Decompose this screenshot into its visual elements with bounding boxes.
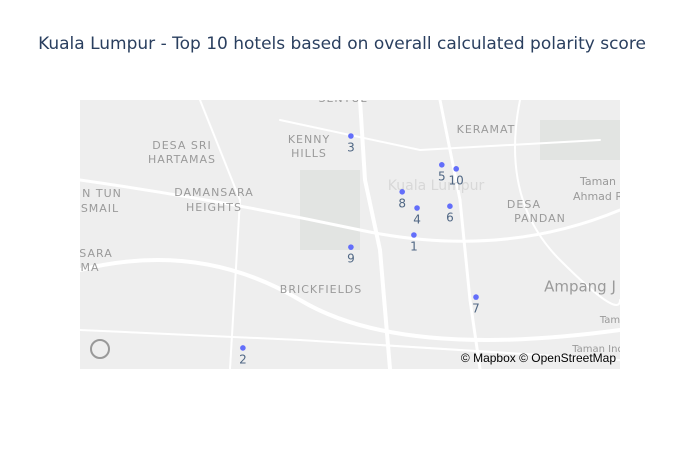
hotel-marker: [348, 133, 354, 139]
map-label: PANDAN: [514, 212, 566, 225]
hotel-marker: [411, 232, 417, 238]
hotel-marker: [399, 189, 406, 195]
hotel-marker: [240, 345, 246, 351]
chart-title: Kuala Lumpur - Top 10 hotels based on ov…: [38, 34, 646, 54]
hotel-label: 8: [398, 196, 406, 210]
park: [300, 170, 360, 250]
map-label: DAMANSARA: [174, 186, 253, 199]
map-label: MA: [80, 261, 99, 274]
map-label: KERAMAT: [457, 123, 516, 136]
map-label: HARTAMAS: [148, 153, 216, 166]
hotel-label: 4: [413, 213, 421, 227]
hotel-label: 10: [449, 173, 464, 187]
map-label: Ampang J: [544, 278, 616, 296]
map-label: DESA SRI: [152, 139, 212, 152]
hotel-marker: [348, 244, 354, 250]
hotel-marker: [447, 203, 453, 209]
map-label: HILLS: [291, 147, 327, 160]
hotel-label: 9: [347, 252, 355, 266]
map-label: SMAIL: [81, 202, 119, 215]
map-label: N TUN: [82, 187, 122, 200]
mapbox-logo[interactable]: [90, 339, 110, 359]
map-label: Tam: [599, 315, 620, 326]
hotel-label: 1: [410, 240, 418, 254]
attribution[interactable]: © Mapbox © OpenStreetMap: [461, 351, 616, 365]
park: [540, 120, 620, 160]
map-label: Taman Ind: [571, 344, 624, 355]
map-label: Kuala Lumpur: [388, 178, 485, 194]
map-label: Ahmad R: [573, 190, 623, 203]
map-label: Taman: [579, 175, 616, 188]
map-label: HEIGHTS: [186, 201, 242, 214]
hotel-marker: [414, 205, 420, 211]
hotel-label: 2: [239, 352, 247, 366]
hotel-marker: [439, 162, 445, 168]
map-label: SARA: [79, 247, 112, 260]
hotel-label: 6: [446, 211, 454, 225]
hotel-label: 5: [438, 169, 446, 183]
hotel-marker: [473, 294, 479, 300]
hotel-label: 3: [347, 141, 355, 155]
roads: [80, 100, 620, 369]
map-label: DESA: [507, 198, 541, 211]
map-label: KENNY: [288, 133, 330, 146]
map-label: BRICKFIELDS: [280, 283, 362, 296]
map-label: SENTUL: [318, 92, 367, 105]
hotel-marker: [453, 166, 460, 172]
hotel-label: 7: [472, 302, 480, 316]
